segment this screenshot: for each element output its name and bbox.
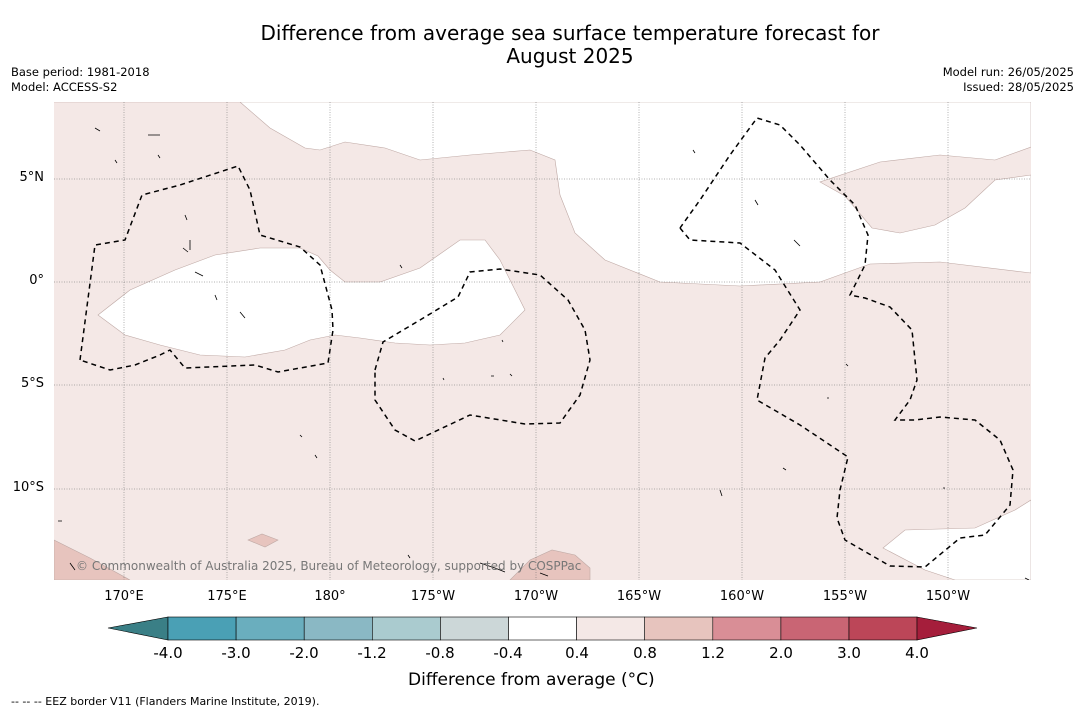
- colorbar-cell: [644, 616, 714, 641]
- colorbar-tick: 3.0: [837, 644, 861, 662]
- model-run: Model run: 26/05/2025: [942, 65, 1074, 79]
- base-period: Base period: 1981-2018: [11, 65, 150, 79]
- island-group-central: [299, 264, 513, 459]
- chart-title: Difference from average sea surface temp…: [0, 22, 1085, 68]
- meta-left: Base period: 1981-2018 Model: ACCESS-S2: [11, 65, 150, 95]
- colorbar-cell: [371, 616, 441, 641]
- colorbar-tick: 1.2: [701, 644, 725, 662]
- warm-patch-south: [509, 549, 591, 580]
- lon-label-170e: 170°E: [104, 589, 144, 604]
- lon-label-160w: 160°W: [719, 589, 765, 604]
- colorbar-cell: [167, 616, 237, 641]
- colorbar-cell: [848, 616, 918, 641]
- graticule: [54, 102, 1031, 580]
- colorbar-tick: 0.4: [565, 644, 589, 662]
- lat-label-0: 0°: [29, 273, 44, 288]
- colorbar-tick: -0.8: [425, 644, 455, 662]
- warm-patch-southwest: [54, 539, 131, 580]
- colorbar-tick: -4.0: [153, 644, 183, 662]
- lon-label-180: 180°: [314, 589, 346, 604]
- colorbar: [107, 616, 978, 641]
- island-group-east: [692, 149, 1030, 580]
- lat-label-10s: 10°S: [12, 480, 44, 495]
- lat-label-5n: 5°N: [19, 170, 45, 185]
- colorbar-tick: 0.8: [633, 644, 657, 662]
- colorbar-cell: [508, 616, 577, 641]
- near-average-region-equator: [97, 239, 526, 358]
- island-outlines: [58, 127, 1030, 580]
- lon-label-170w: 170°W: [513, 589, 559, 604]
- eez-borders: [79, 117, 1014, 568]
- colorbar-label: Difference from average (°C): [408, 670, 655, 690]
- colorbar-tick: -1.2: [357, 644, 387, 662]
- lon-label-150w: 150°W: [925, 589, 971, 604]
- lon-label-155w: 155°W: [822, 589, 868, 604]
- colorbar-tick: 2.0: [769, 644, 793, 662]
- colorbar-tick: -3.0: [221, 644, 251, 662]
- colorbar-tick: -2.0: [289, 644, 319, 662]
- colorbar-tick: 4.0: [905, 644, 929, 662]
- lon-label-175e: 175°E: [207, 589, 247, 604]
- eez-border-central: [374, 268, 591, 442]
- model-name: Model: ACCESS-S2: [11, 80, 118, 94]
- near-average-region-southeast: [882, 499, 1031, 580]
- eez-border-east-north: [679, 117, 1014, 568]
- colorbar-cell: [440, 616, 509, 641]
- meta-right: Model run: 26/05/2025 Issued: 28/05/2025: [943, 65, 1074, 95]
- title-line-1: Difference from average sea surface temp…: [260, 21, 880, 45]
- colorbar-over-extension: [916, 616, 978, 641]
- lon-label-175w: 175°W: [410, 589, 456, 604]
- colorbar-cell: [235, 616, 305, 641]
- colorbar-cell: [712, 616, 782, 641]
- eez-footnote: -- -- -- EEZ border V11 (Flanders Marine…: [11, 695, 320, 708]
- island-group-south: [58, 520, 549, 577]
- colorbar-cell: [303, 616, 373, 641]
- colorbar-tick: -0.4: [493, 644, 523, 662]
- colorbar-cell: [576, 616, 645, 641]
- lon-label-165w: 165°W: [616, 589, 662, 604]
- island-group-west: [94, 127, 246, 319]
- warm-patch-small: [247, 533, 279, 548]
- colorbar-under-extension: [107, 616, 169, 641]
- copyright-notice: © Commonwealth of Australia 2025, Bureau…: [76, 559, 582, 573]
- title-line-2: August 2025: [506, 44, 634, 68]
- lat-label-5s: 5°S: [20, 376, 44, 391]
- colorbar-cell: [780, 616, 850, 641]
- issued-date: Issued: 28/05/2025: [963, 80, 1074, 94]
- eez-border-west: [79, 165, 334, 373]
